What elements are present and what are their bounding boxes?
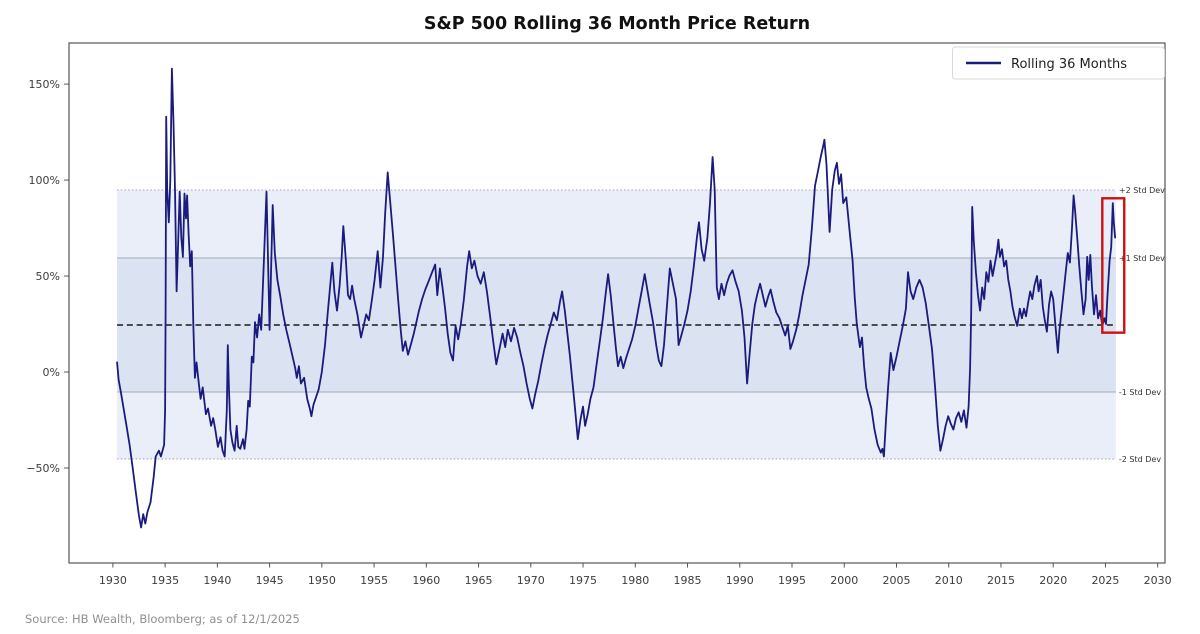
x-tick-label: 2030: [1144, 574, 1172, 587]
y-tick-label: 100%: [29, 174, 60, 187]
legend-series-label: Rolling 36 Months: [1011, 57, 1127, 72]
band-plus1-to-plus2: [117, 190, 1116, 258]
x-tick-label: 1940: [203, 574, 231, 587]
plot-border: [68, 42, 1166, 564]
std-dev-label: -1 Std Dev: [1119, 388, 1161, 397]
y-tick-label: 0%: [43, 366, 60, 379]
std-dev-label: +1 Std Dev: [1119, 254, 1165, 263]
std-dev-label: -2 Std Dev: [1119, 455, 1161, 464]
page-title: S&P 500 Rolling 36 Month Price Return: [424, 14, 810, 34]
std-dev-bands: [117, 190, 1116, 459]
x-tick-label: 1990: [726, 574, 754, 587]
x-tick-label: 1950: [308, 574, 336, 587]
x-tick-label: 1975: [569, 574, 597, 587]
x-tick-label: 1980: [621, 574, 649, 587]
x-tick-label: 1945: [256, 574, 284, 587]
x-tick-label: 2025: [1091, 574, 1119, 587]
x-tick-label: 1985: [674, 574, 702, 587]
y-tick-label: −50%: [26, 462, 60, 475]
legend: Rolling 36 Months: [952, 46, 1165, 80]
series-line: [116, 67, 1116, 529]
legend-box: [952, 46, 1165, 80]
plot-frame: [68, 42, 1166, 564]
x-tick-label: 2005: [882, 574, 910, 587]
source-note: Source: HB Wealth, Bloomberg; as of 12/1…: [25, 612, 300, 626]
y-tick-label: 150%: [29, 78, 60, 91]
std-dev-labels: +2 Std Dev +1 Std Dev -1 Std Dev -2 Std Dev: [1119, 186, 1165, 464]
x-tick-label: 2020: [1039, 574, 1067, 587]
x-tick-label: 1995: [778, 574, 806, 587]
x-tick-label: 1935: [151, 574, 179, 587]
x-tick-label: 1965: [465, 574, 493, 587]
x-tick-label: 2015: [987, 574, 1015, 587]
band-minus1-to-minus2: [117, 391, 1116, 459]
axis-ticks: 1930 1935 1940 1945 1950 1955 1960 1965 1970 1975…: [26, 78, 1171, 587]
std-dev-label: +2 Std Dev: [1119, 186, 1165, 195]
x-tick-label: 1970: [517, 574, 545, 587]
x-tick-label: 1930: [99, 574, 127, 587]
highlight-box: [1101, 197, 1126, 334]
x-tick-label: 1955: [360, 574, 388, 587]
x-tick-label: 2010: [935, 574, 963, 587]
stat-lines: [117, 189, 1116, 460]
x-tick-label: 2000: [830, 574, 858, 587]
y-tick-label: 50%: [36, 270, 60, 283]
highlight-group: [1101, 197, 1126, 334]
series-group: [116, 67, 1116, 529]
band-inner-1std: [117, 257, 1116, 392]
x-tick-label: 1960: [412, 574, 440, 587]
